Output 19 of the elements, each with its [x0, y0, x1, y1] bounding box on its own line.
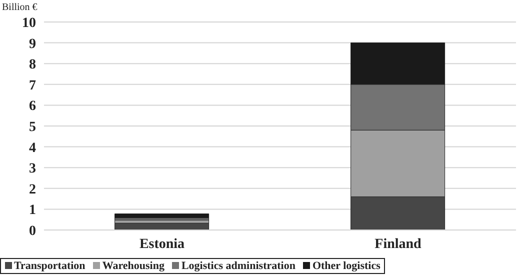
legend-label: Transportation — [13, 260, 86, 272]
y-tick-label: 6 — [29, 99, 36, 114]
legend-label: Other logistics — [311, 260, 380, 272]
legend-label: Logistics administration — [180, 260, 296, 272]
legend-label: Warehousing — [101, 260, 164, 272]
y-tick-label: 1 — [29, 203, 36, 218]
x-tick-label: Estonia — [139, 236, 185, 252]
bar — [114, 214, 210, 218]
y-tick-label: 5 — [29, 120, 36, 135]
y-tick-label: 4 — [29, 140, 36, 156]
y-tick-label: 10 — [22, 16, 36, 31]
x-tick-label: Finland — [374, 236, 422, 252]
y-tick-label: 9 — [29, 36, 36, 52]
y-tick-label: 3 — [29, 162, 36, 177]
y-tick-label: 8 — [29, 58, 36, 73]
y-tick-label: 7 — [29, 78, 36, 94]
y-tick-label: 0 — [29, 224, 36, 239]
y-axis-title: Billion € — [2, 2, 38, 13]
y-tick-label: 2 — [29, 182, 36, 198]
